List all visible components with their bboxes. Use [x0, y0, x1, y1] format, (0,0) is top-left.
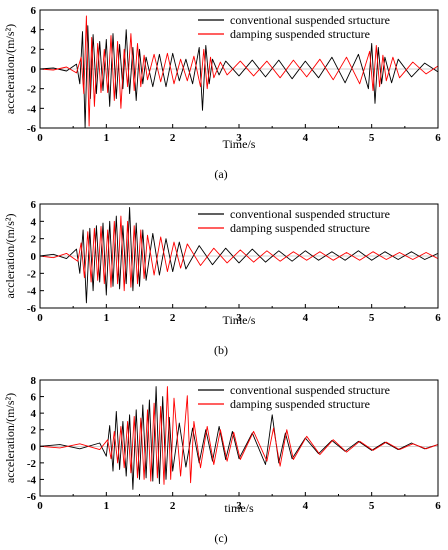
y-tick-label-3-2: 2: [31, 425, 37, 437]
x-tick-label-2-2: 2: [170, 312, 176, 324]
x-tick-label-1-6: 6: [435, 132, 441, 144]
y-tick-label-3-4: 4: [31, 408, 37, 420]
x-tick-label-2-3: 3: [236, 312, 242, 324]
legend-label-3-1: conventional suspended structure: [230, 383, 390, 397]
legend-label-1-2: damping suspended structure: [230, 27, 370, 41]
y-tick-label-1--4: -4: [27, 103, 37, 115]
x-axis-label-2: Time/s: [223, 313, 256, 327]
panel-label-3: (c): [214, 531, 227, 545]
y-tick-label-3--2: -2: [27, 458, 37, 470]
x-tick-label-3-1: 1: [104, 500, 110, 512]
x-tick-label-1-1: 1: [104, 132, 110, 144]
y-tick-label-2-2: 2: [31, 234, 37, 246]
y-tick-label-1-2: 2: [31, 44, 37, 56]
x-tick-label-3-6: 6: [435, 500, 441, 512]
series-line-1-1: [39, 25, 439, 129]
panel-label-1: (a): [214, 167, 227, 181]
x-tick-label-1-0: 0: [37, 132, 43, 144]
y-tick-label-2--2: -2: [27, 268, 37, 280]
x-tick-label-3-3: 3: [236, 500, 242, 512]
x-axis-label-1: Time/s: [223, 137, 256, 151]
x-axis-label-3: time/s: [224, 501, 254, 515]
x-tick-label-2-0: 0: [37, 312, 43, 324]
legend-label-2-1: conventional suspended structure: [230, 207, 390, 221]
y-tick-label-2--4: -4: [27, 286, 37, 298]
legend-label-1-1: conventional suspended srtucture: [230, 13, 390, 27]
y-tick-label-1-0: 0: [31, 64, 37, 76]
y-axis-label-2: accleration/(m/s²): [3, 214, 17, 299]
y-axis-label-1: acceleration/(m/s²): [3, 24, 17, 114]
y-tick-label-3--6: -6: [27, 491, 37, 503]
x-tick-label-1-5: 5: [369, 132, 375, 144]
x-tick-label-3-0: 0: [37, 500, 43, 512]
x-tick-label-2-5: 5: [369, 312, 375, 324]
y-axis-label-3: acceleration/(m/s²): [3, 393, 17, 483]
x-tick-label-1-4: 4: [303, 132, 309, 144]
series-line-1-2: [39, 15, 439, 127]
series-line-2-1: [39, 207, 439, 304]
series-line-2-2: [39, 215, 439, 292]
x-tick-label-2-4: 4: [303, 312, 309, 324]
x-tick-label-3-4: 4: [303, 500, 309, 512]
y-tick-label-3-0: 0: [31, 441, 37, 453]
y-tick-label-2--6: -6: [27, 303, 37, 315]
panel-label-2: (b): [214, 343, 228, 357]
legend-label-3-2: damping suspended structure: [230, 397, 370, 411]
x-tick-label-3-2: 2: [170, 500, 176, 512]
x-tick-label-1-2: 2: [170, 132, 176, 144]
series-line-3-1: [39, 386, 439, 490]
y-tick-label-2-6: 6: [31, 199, 37, 211]
y-tick-label-1-6: 6: [31, 5, 37, 17]
x-tick-label-3-5: 5: [369, 500, 375, 512]
y-tick-label-2-0: 0: [31, 251, 37, 263]
y-tick-label-1--2: -2: [27, 84, 37, 96]
y-tick-label-3--4: -4: [27, 474, 37, 486]
y-tick-label-2-4: 4: [31, 216, 37, 228]
y-tick-label-1--6: -6: [27, 123, 37, 135]
x-tick-label-2-1: 1: [104, 312, 110, 324]
y-tick-label-3-8: 8: [31, 375, 37, 387]
x-tick-label-1-3: 3: [236, 132, 242, 144]
legend-label-2-2: damping suspended structure: [230, 221, 370, 235]
series-line-3-2: [39, 386, 439, 485]
y-tick-label-1-4: 4: [31, 25, 37, 37]
y-tick-label-3-6: 6: [31, 392, 37, 404]
x-tick-label-2-6: 6: [435, 312, 441, 324]
